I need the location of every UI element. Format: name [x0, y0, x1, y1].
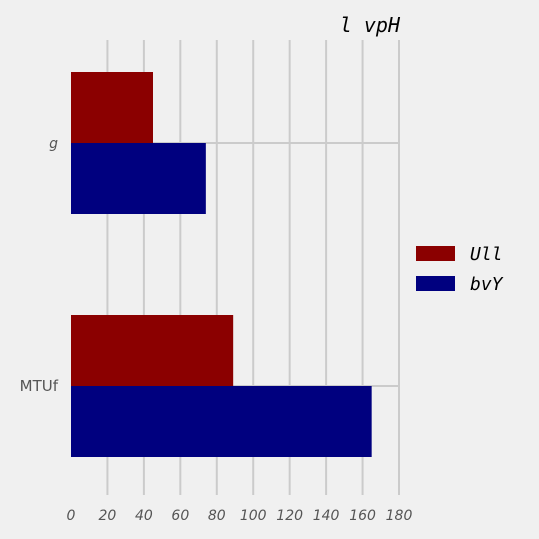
y-category-labels: g MTUf: [20, 136, 59, 395]
x-tick-labels: 0 20 40 60 80 100 120 140 160 180: [67, 508, 413, 524]
y-category-label: g: [49, 136, 58, 152]
legend-label-Ull: Ull: [470, 244, 503, 265]
legend-swatch-bvY: [416, 276, 455, 291]
x-tick-label: 160: [349, 508, 376, 524]
x-tick-label: 100: [240, 508, 267, 524]
x-tick-label: 120: [276, 508, 303, 524]
x-tick-label: 0: [67, 508, 76, 524]
legend-label-bvY: bvY: [470, 274, 504, 295]
bar-bvY-MTUf: [71, 386, 372, 457]
y-category-label: MTUf: [20, 377, 59, 395]
bars: [71, 72, 372, 457]
x-tick-label: 140: [313, 508, 340, 524]
bar-Ull-MTUf: [71, 315, 234, 386]
legend-swatch-Ull: [416, 246, 455, 261]
bar-Ull-g: [71, 72, 153, 143]
x-tick-label: 180: [386, 508, 413, 524]
x-tick-label: 40: [135, 508, 153, 524]
chart-title: l vpH: [340, 13, 401, 37]
x-tick-label: 20: [99, 508, 117, 524]
x-tick-label: 60: [171, 508, 189, 524]
x-tick-label: 80: [208, 508, 226, 524]
legend: Ull bvY: [416, 244, 504, 295]
bar-bvY-g: [71, 143, 206, 214]
